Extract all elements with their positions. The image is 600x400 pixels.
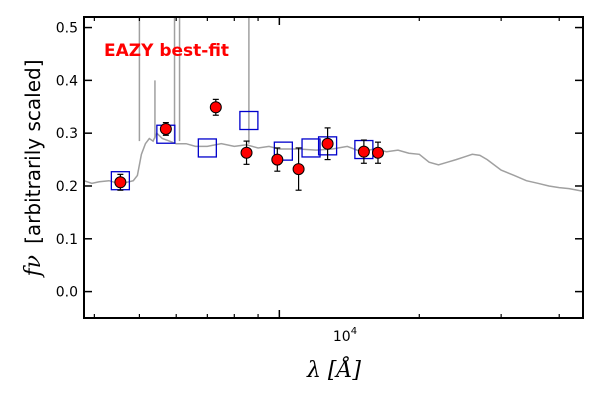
observed-point-8	[371, 146, 384, 159]
observed-photometry	[114, 101, 384, 189]
ytick-label-1: 0.1	[56, 232, 78, 248]
model-phot-square-3	[239, 110, 259, 131]
observed-point-4	[271, 153, 284, 166]
svg-text:fν [arbitrarily scaled]: fν [arbitrarily scaled]	[21, 59, 46, 278]
y-tick-labels: 0.0 0.1 0.2 0.3 0.4 0.5	[56, 21, 78, 301]
ytick-label-3: 0.3	[56, 126, 78, 142]
x-axis-label: λ [Å]	[306, 355, 361, 383]
plot-area	[84, 17, 583, 193]
model-phot-square-4	[273, 141, 293, 161]
plot-frame	[83, 16, 584, 319]
y-axis-label: fν [arbitrarily scaled]	[21, 59, 46, 278]
ytick-label-5: 0.5	[56, 21, 78, 37]
model-phot-square-2	[197, 138, 217, 158]
ytick-label-0: 0.0	[56, 285, 78, 301]
observed-point-5	[292, 163, 305, 176]
y-axis-label-symbol: fν	[21, 255, 46, 279]
observed-point-0	[114, 176, 127, 189]
observed-point-3	[240, 146, 253, 159]
observed-point-2	[209, 101, 222, 114]
eazy-annotation: EAZY best-fit	[104, 41, 229, 61]
ytick-label-4: 0.4	[56, 73, 78, 89]
ytick-label-2: 0.2	[56, 179, 78, 195]
observed-point-6	[321, 137, 334, 150]
observed-point-7	[357, 145, 370, 158]
observed-point-1	[159, 122, 172, 135]
model-phot-square-5	[301, 138, 321, 158]
emission-lines	[138, 17, 250, 144]
y-axis-label-text: [arbitrarily scaled]	[21, 59, 45, 243]
